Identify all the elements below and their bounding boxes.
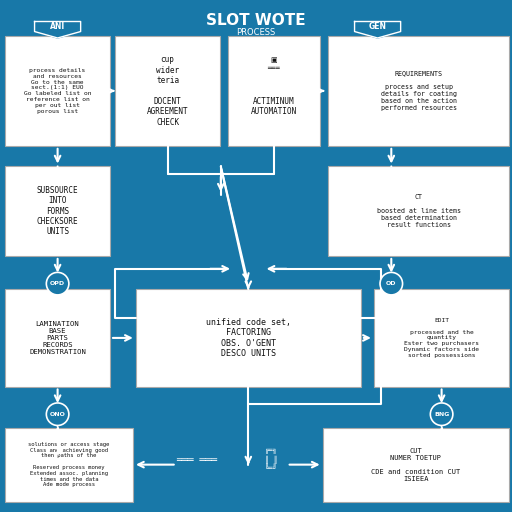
Text: BNG: BNG bbox=[434, 412, 450, 417]
Text: CUT
NUMER TOETUP

CDE and condition CUT
ISIEEA: CUT NUMER TOETUP CDE and condition CUT I… bbox=[371, 447, 461, 482]
Text: ═══ ═══: ═══ ═══ bbox=[177, 455, 218, 464]
Text: ANI: ANI bbox=[50, 22, 65, 31]
Text: solutions or access stage
Class and achieving good
then paths of the

Reserved p: solutions or access stage Class and achi… bbox=[29, 442, 110, 487]
FancyBboxPatch shape bbox=[5, 166, 110, 256]
Text: ╔═╗
║ ║
╚═╝: ╔═╗ ║ ║ ╚═╝ bbox=[265, 448, 278, 471]
Text: REQUIREMENTS

process and setup
details for coating
based on the action
performe: REQUIREMENTS process and setup details f… bbox=[380, 70, 457, 112]
Text: EDIT

processed and the
quantity
Ester two purchasers
Dynamic factors side
sorte: EDIT processed and the quantity Ester tw… bbox=[404, 318, 479, 358]
Text: SUBSOURCE
INTO
FORMS
CHECKSORE
UNITS: SUBSOURCE INTO FORMS CHECKSORE UNITS bbox=[37, 186, 78, 237]
FancyBboxPatch shape bbox=[328, 36, 509, 146]
FancyBboxPatch shape bbox=[5, 428, 133, 502]
Text: SLOT WOTE: SLOT WOTE bbox=[206, 13, 306, 28]
Text: GEN: GEN bbox=[369, 22, 387, 31]
FancyBboxPatch shape bbox=[5, 289, 110, 387]
FancyBboxPatch shape bbox=[5, 36, 110, 146]
FancyBboxPatch shape bbox=[323, 428, 509, 502]
Circle shape bbox=[46, 403, 69, 425]
FancyBboxPatch shape bbox=[374, 289, 509, 387]
Polygon shape bbox=[354, 22, 401, 38]
FancyBboxPatch shape bbox=[328, 166, 509, 256]
FancyBboxPatch shape bbox=[136, 289, 361, 387]
Text: ACTIMINUM
AUTOMATION: ACTIMINUM AUTOMATION bbox=[251, 66, 297, 116]
Text: OD: OD bbox=[386, 281, 397, 286]
Text: ONO: ONO bbox=[50, 412, 66, 417]
Circle shape bbox=[46, 272, 69, 295]
FancyBboxPatch shape bbox=[228, 36, 320, 146]
Circle shape bbox=[430, 403, 453, 425]
Text: LAMINATION
BASE
PARTS
RECORDS
DEMONSTRATION: LAMINATION BASE PARTS RECORDS DEMONSTRAT… bbox=[29, 321, 86, 355]
Text: CT

boosted at line items
based determination
result functions: CT boosted at line items based determina… bbox=[376, 194, 461, 228]
Text: unified code set,
FACTORING
OBS. O'GENT
DESCO UNITS: unified code set, FACTORING OBS. O'GENT … bbox=[206, 318, 291, 358]
Text: cup
wider
teria

DOCENT
AGREEMENT
CHECK: cup wider teria DOCENT AGREEMENT CHECK bbox=[147, 55, 188, 126]
Text: PROCESS: PROCESS bbox=[237, 28, 275, 37]
Text: ▣
═══: ▣ ═══ bbox=[268, 57, 280, 71]
Text: OPD: OPD bbox=[50, 281, 65, 286]
Text: process details
and resources
Go to the same
sect.(1:1) EUO
Go labeled list on
r: process details and resources Go to the … bbox=[24, 68, 91, 114]
FancyBboxPatch shape bbox=[115, 36, 220, 146]
Polygon shape bbox=[34, 22, 80, 38]
Circle shape bbox=[380, 272, 402, 295]
